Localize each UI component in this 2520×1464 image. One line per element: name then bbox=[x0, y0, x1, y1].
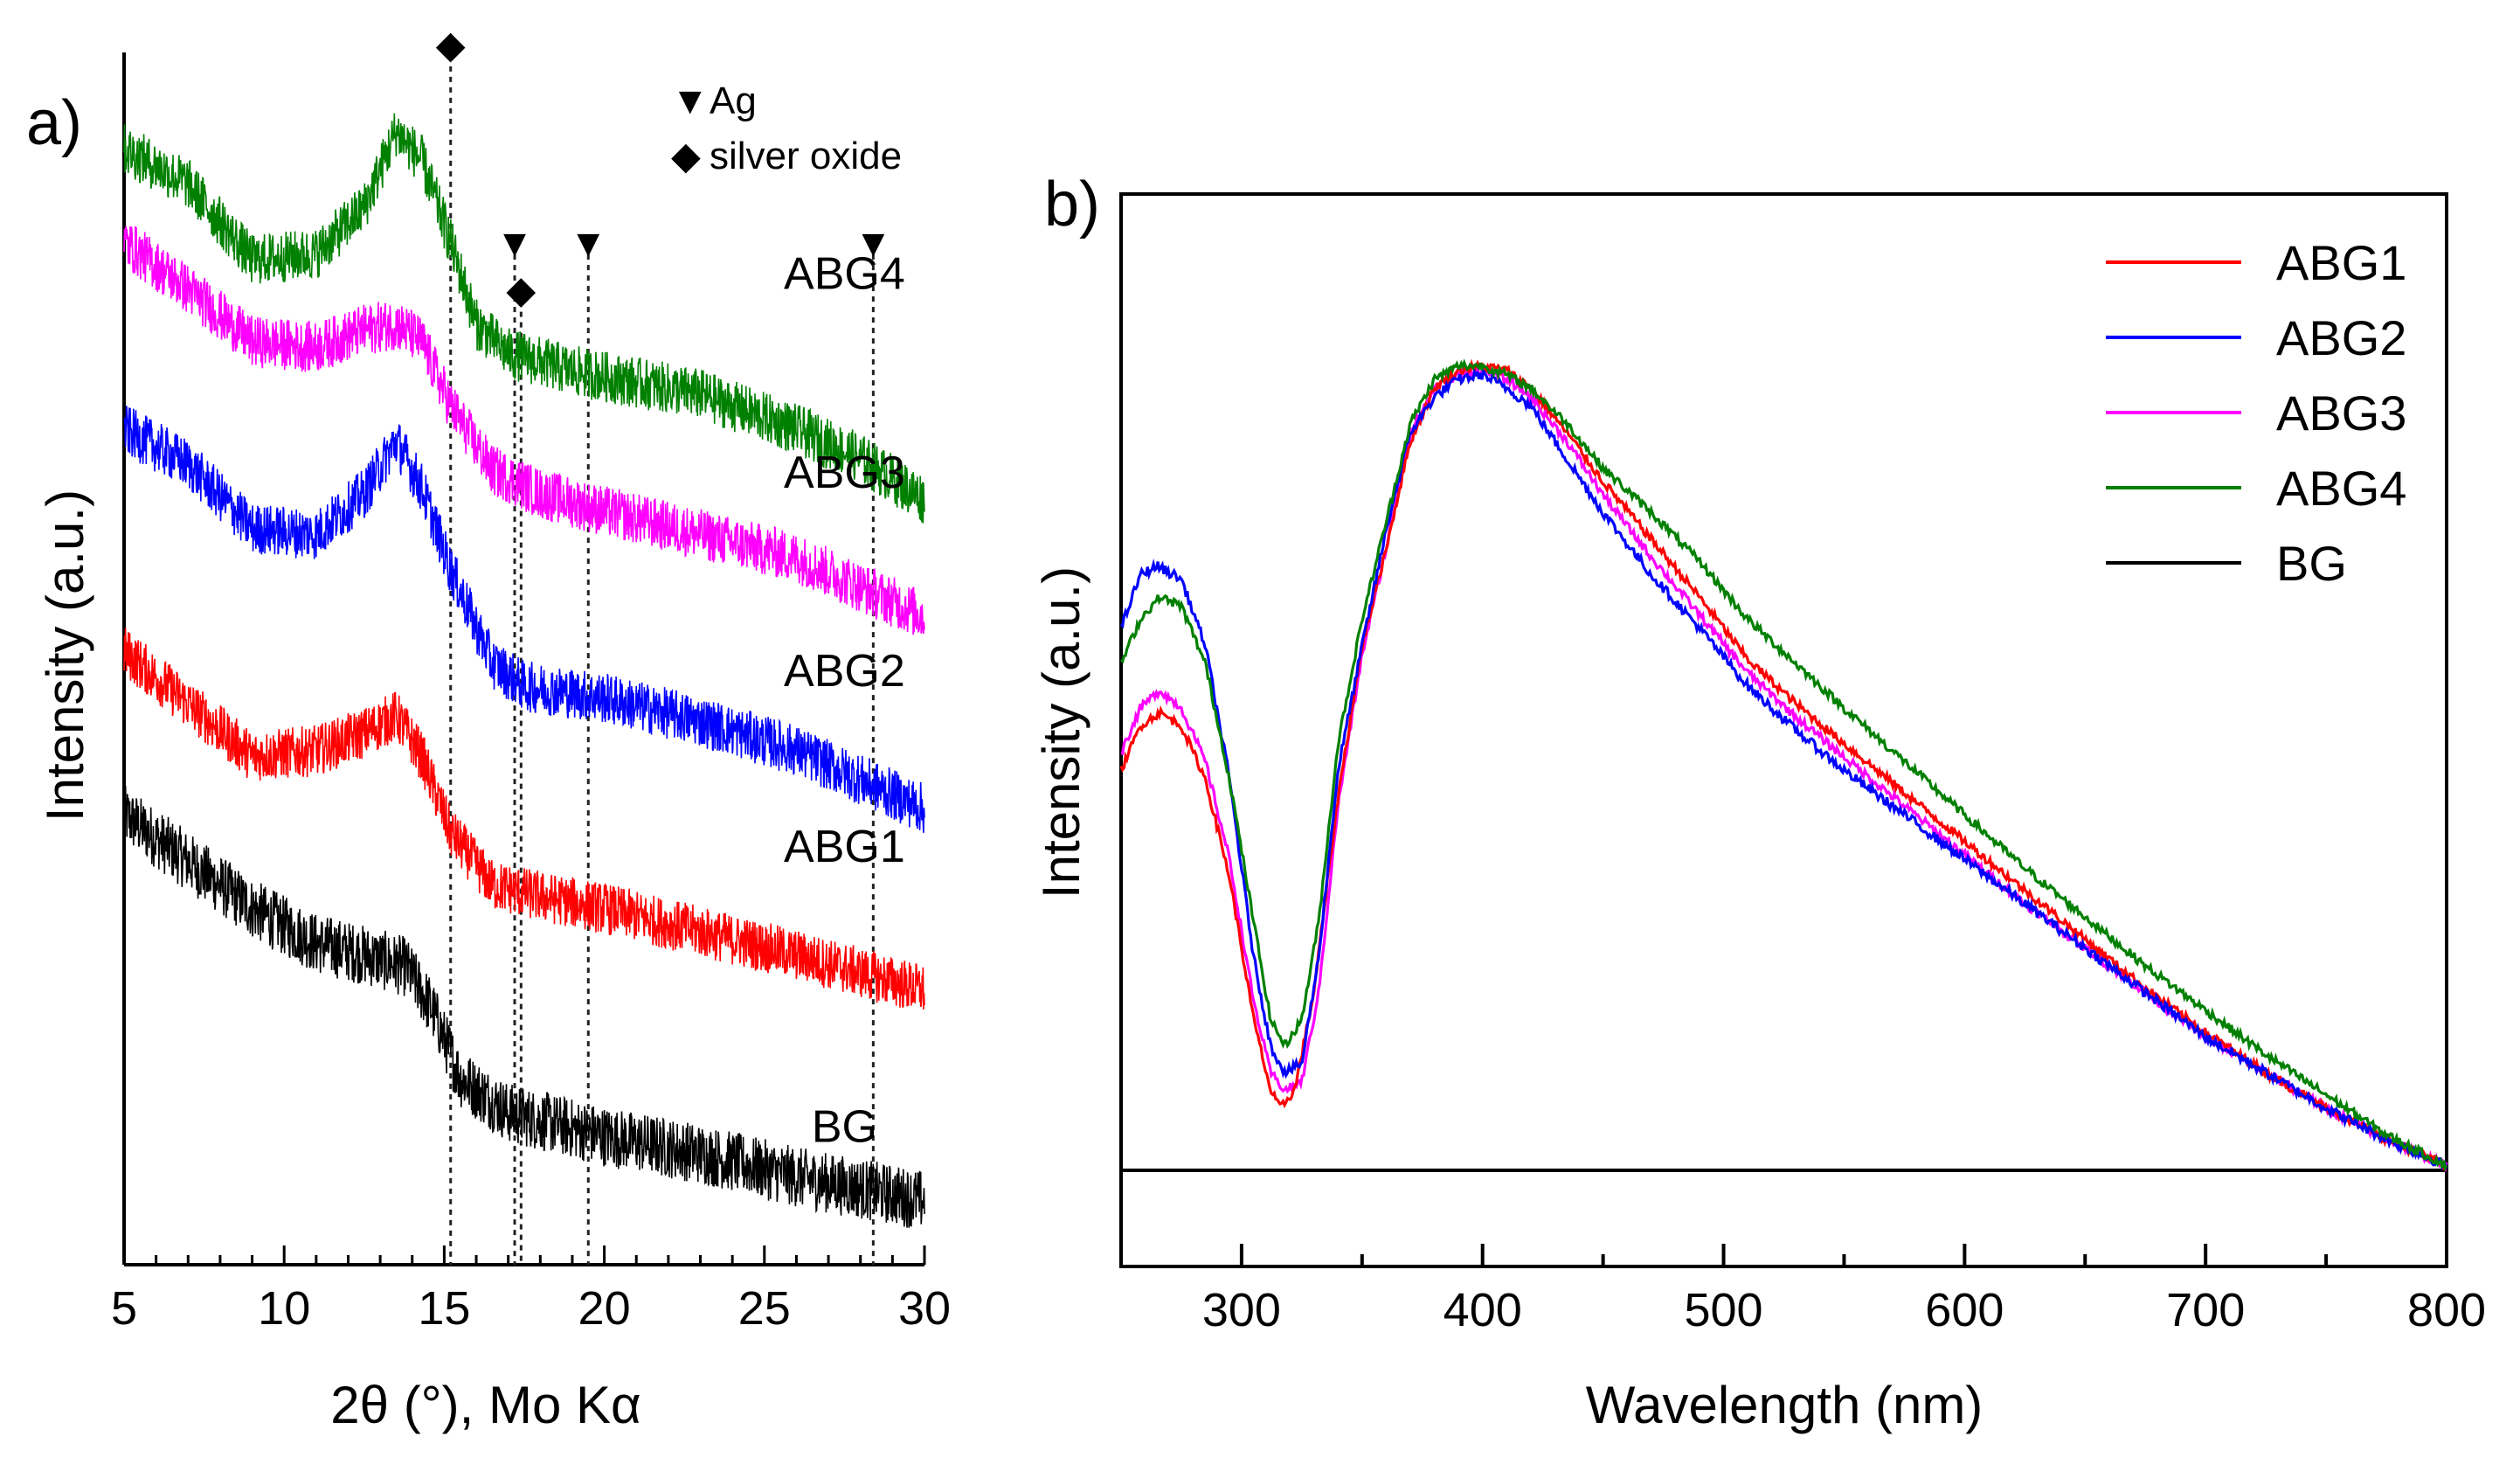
panel-a-series-abg2 bbox=[123, 406, 925, 833]
panel-a-x-tick-label: 5 bbox=[111, 1282, 137, 1335]
silver-oxide-peak-marker: ◆ bbox=[506, 269, 536, 312]
panel-a-reference-lines: ◆▼◆▼ ▼ bbox=[436, 24, 892, 1265]
panel-a-label-abg4: ABG4 bbox=[784, 249, 905, 300]
ag-peak-marker: ▼ bbox=[855, 222, 893, 265]
marker-legend-ag-label: Ag bbox=[710, 80, 757, 122]
panel-b: b) 300 400 500 600 700 800 ABG1 ABG2 ABG3 ABG4 BG… bbox=[1032, 170, 2486, 1434]
panel-a-x-tick-label: 20 bbox=[578, 1282, 631, 1335]
marker-legend-silver-oxide-label: silver oxide bbox=[710, 135, 902, 177]
panel-a-x-axis-title: 2θ (°), Mo Kα bbox=[330, 1376, 640, 1434]
panel-a-x-tick-label: 25 bbox=[738, 1282, 791, 1335]
panel-b-y-axis-title: Intensity (a.u.) bbox=[1032, 566, 1090, 899]
panel-a-x-tick-label: 10 bbox=[258, 1282, 310, 1335]
marker-legend-silver-oxide-symbol: ◆ bbox=[671, 135, 701, 177]
panel-b-x-ticks: 300 400 500 600 700 800 bbox=[1119, 1244, 2486, 1336]
panel-a-label: a) bbox=[26, 88, 82, 158]
panel-a-x-ticks: 5 10 15 20 25 30 bbox=[111, 1245, 951, 1335]
panel-b-x-tick-label: 800 bbox=[2407, 1284, 2486, 1336]
legend-label-abg1: ABG1 bbox=[2276, 235, 2406, 290]
panel-a-series-labels: BG ABG1 ABG2 ABG3 ABG4 bbox=[784, 249, 905, 1153]
panel-a-label-abg3: ABG3 bbox=[784, 448, 905, 498]
panel-b-plot-frame bbox=[1119, 192, 2448, 1268]
ag-peak-marker: ▼ bbox=[569, 222, 607, 265]
panel-a-label-abg2: ABG2 bbox=[784, 646, 905, 697]
panel-b-x-tick-label: 300 bbox=[1202, 1284, 1281, 1336]
panel-b-x-axis-title: Wavelength (nm) bbox=[1586, 1376, 1983, 1434]
panel-b-x-tick-label: 500 bbox=[1684, 1284, 1762, 1336]
panel-b-x-tick-label: 400 bbox=[1443, 1284, 1522, 1336]
panel-a-series-bg bbox=[123, 785, 925, 1228]
panel-a-marker-legend: ▼ Ag ◆ silver oxide bbox=[671, 80, 902, 177]
panel-a-x-tick-label: 30 bbox=[898, 1282, 951, 1335]
panel-a-series-abg3 bbox=[123, 225, 925, 635]
panel-a-series-abg4 bbox=[123, 113, 925, 524]
panel-b-legend: ABG1 ABG2 ABG3 ABG4 BG bbox=[2106, 235, 2406, 591]
panel-b-x-tick-label: 600 bbox=[1925, 1284, 2004, 1336]
panel-b-series-abg2 bbox=[1119, 366, 2448, 1171]
panel-a-label-abg1: ABG1 bbox=[784, 822, 905, 872]
panel-a-series-abg1 bbox=[123, 628, 925, 1010]
panel-b-label: b) bbox=[1044, 170, 1100, 239]
panel-b-x-tick-label: 700 bbox=[2166, 1284, 2245, 1336]
legend-label-abg3: ABG3 bbox=[2276, 385, 2406, 441]
ag-peak-marker: ▼ bbox=[495, 222, 534, 265]
panel-b-series-abg4 bbox=[1119, 358, 2448, 1172]
panel-a: a) 5 10 15 20 25 30 ◆▼◆▼ ▼ BGABG1ABG2ABG3ABG4 … bbox=[26, 24, 951, 1434]
panel-a-label-bg: BG bbox=[812, 1102, 877, 1153]
panel-b-series bbox=[1119, 358, 2448, 1173]
panel-b-series-abg3 bbox=[1120, 364, 2448, 1173]
panel-a-y-axis-title: Intensity (a.u.) bbox=[36, 489, 94, 822]
silver-oxide-peak-marker: ◆ bbox=[436, 24, 466, 66]
panel-a-x-tick-label: 15 bbox=[418, 1282, 470, 1335]
legend-label-abg4: ABG4 bbox=[2276, 461, 2406, 516]
panel-b-series-abg1 bbox=[1119, 358, 2448, 1171]
legend-label-bg: BG bbox=[2276, 536, 2347, 591]
panel-a-series bbox=[123, 113, 925, 1228]
legend-label-abg2: ABG2 bbox=[2276, 310, 2406, 365]
marker-legend-ag-symbol: ▼ bbox=[671, 80, 710, 122]
